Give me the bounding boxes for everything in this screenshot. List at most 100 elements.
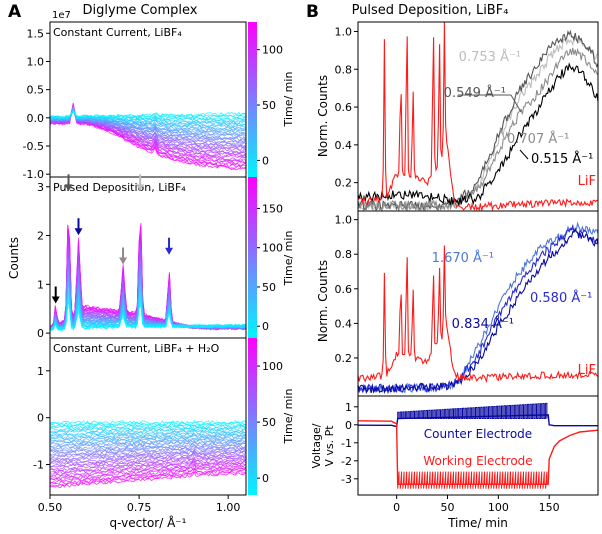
a1-ytick-label-1: -0.5 xyxy=(23,140,44,153)
b1-label-0753: 0.753 Å⁻¹ xyxy=(459,49,521,65)
b3-ylabel-1: Voltage/ xyxy=(310,423,323,468)
b1-ytick-label-2: 0.6 xyxy=(335,101,353,114)
b2-label-0580: 0.580 Å⁻¹ xyxy=(530,290,592,306)
b1-leader-0549b xyxy=(510,94,522,113)
b1-label-0515: 0.515 Å⁻¹ xyxy=(531,151,593,167)
a1-scale-label: 1e7 xyxy=(52,10,71,21)
a3-xtick-label-2: 1.00 xyxy=(216,501,241,514)
a3-curve-0 xyxy=(49,419,247,425)
a3-curve-20 xyxy=(49,446,247,457)
a3-curve-27 xyxy=(49,455,247,468)
a2-cbtick-label-3: 150 xyxy=(262,202,283,215)
b3-ytick-label-4: 1 xyxy=(345,401,352,414)
a3-curve-12 xyxy=(49,436,247,444)
b3-ytick-label-3: 0 xyxy=(345,419,352,432)
a3-ytick-label-1: 0 xyxy=(37,412,44,425)
b1-series-4 xyxy=(357,21,599,212)
a1-curve-32 xyxy=(49,106,247,161)
a1-curve-8 xyxy=(49,109,247,127)
a3-curve-17 xyxy=(49,442,247,453)
b3-ytick-label-2: -1 xyxy=(341,437,352,450)
a1-colorbar-label: Time/ min xyxy=(282,72,295,128)
panel-a1: Constant Current, LiBF₄ 1e7 -1.0 -0.5 0.0 0… xyxy=(23,10,295,181)
b2-plot-area xyxy=(357,221,599,395)
b2-ytick-label-1: 0.4 xyxy=(335,317,353,330)
b1-ylabel: Norm. Counts xyxy=(316,75,330,157)
a3-curve-24 xyxy=(49,451,247,464)
panel-a2: Pulsed Deposition, LiBF₄ 0 1 2 3 Counts 0 50… xyxy=(7,174,295,340)
panel-b2: 0.2 0.4 0.6 0.8 1.0 Norm. Counts 1.670 Å⁻¹ 0… xyxy=(316,210,599,397)
a3-curve-28 xyxy=(49,457,247,471)
a3-curve-9 xyxy=(49,431,247,440)
a3-curve-13 xyxy=(49,437,247,446)
a2-ylabel: Counts xyxy=(7,237,21,279)
a3-curve-3 xyxy=(49,424,247,430)
b2-series-0 xyxy=(357,221,599,394)
b1-label-lif: LiF xyxy=(578,174,596,189)
a1-ytick-label-5: 1.5 xyxy=(27,27,45,40)
a3-curve-11 xyxy=(49,434,247,443)
b3-xtick-label-1: 50 xyxy=(440,501,454,514)
a2-arrow-head-5 xyxy=(165,247,174,255)
panel-a-letter: A xyxy=(8,2,22,22)
b3-ylabel-2: V vs. Pt xyxy=(323,425,336,467)
a3-curve-10 xyxy=(49,433,247,441)
a1-cbtick-label-1: 50 xyxy=(262,99,276,112)
b3-counter-pulses xyxy=(397,402,548,419)
a1-cbtick-label-0: 0 xyxy=(262,154,269,167)
b2-ytick-label-0: 0.2 xyxy=(335,352,353,365)
a3-plot-area xyxy=(49,419,247,489)
a1-curve-0 xyxy=(49,109,247,119)
a3-x-axis: 0.50 0.75 1.00 xyxy=(38,495,241,514)
a3-curve-6 xyxy=(49,427,247,435)
a3-y-axis: -1 0 1 xyxy=(33,365,50,472)
b1-plot-area xyxy=(357,21,599,212)
panel-b1: 0.2 0.4 0.6 0.8 1.0 Norm. Counts 0.753 Å⁻¹ 0… xyxy=(316,21,599,212)
b3-label-working: Working Electrode xyxy=(423,454,532,468)
a2-ytick-label-3: 3 xyxy=(37,181,44,194)
a3-curve-25 xyxy=(49,452,247,466)
a3-curve-22 xyxy=(49,449,247,461)
b3-plot-area xyxy=(357,402,599,489)
b2-ytick-label-2: 0.6 xyxy=(335,283,353,296)
a2-curve-0 xyxy=(49,304,247,331)
b2-label-0834: 0.834 Å⁻¹ xyxy=(452,316,514,332)
a1-colorbar xyxy=(248,22,257,177)
b3-label-counter: Counter Electrode xyxy=(424,427,532,441)
a2-curve-2 xyxy=(49,301,247,331)
b3-xtick-label-3: 150 xyxy=(539,501,560,514)
b1-series-2 xyxy=(357,47,599,211)
a2-y-axis: 0 1 2 3 xyxy=(37,181,50,340)
panel-b-letter: B xyxy=(306,2,319,22)
a1-plot-area xyxy=(49,102,247,171)
b2-ytick-label-4: 1.0 xyxy=(335,214,353,227)
b2-series-1 xyxy=(357,223,599,395)
a2-arrow-head-0 xyxy=(51,296,60,304)
a3-xlabel: q-vector/ Å⁻¹ xyxy=(110,515,187,530)
a2-label: Pulsed Deposition, LiBF₄ xyxy=(53,181,186,194)
a3-ytick-label-0: -1 xyxy=(33,459,44,472)
b3-series-0 xyxy=(357,414,598,428)
b1-label-0549: 0.549 Å⁻¹ xyxy=(444,85,506,101)
a2-plot-area xyxy=(49,223,247,331)
a2-arrow-head-4 xyxy=(136,184,145,192)
a3-curve-32 xyxy=(49,460,247,477)
b2-ylabel: Norm. Counts xyxy=(316,260,330,342)
b3-xtick-label-0: 0 xyxy=(393,501,400,514)
a3-curve-14 xyxy=(49,438,247,448)
b2-ytick-label-3: 0.8 xyxy=(335,248,353,261)
a1-colorbar-ticks: 0 50 100 xyxy=(257,44,283,167)
a3-curve-23 xyxy=(49,448,247,463)
a3-ytick-label-2: 1 xyxy=(37,365,44,378)
a2-arrow-head-3 xyxy=(119,257,128,265)
a2-ytick-label-2: 2 xyxy=(37,230,44,243)
b2-label-1670: 1.670 Å⁻¹ xyxy=(432,250,494,266)
panel-a3: Constant Current, LiBF₄ + H₂O -101 0.50 0… xyxy=(33,337,295,530)
a1-curve-24 xyxy=(49,105,247,149)
b1-ytick-label-1: 0.4 xyxy=(335,139,353,152)
b1-ytick-label-4: 1.0 xyxy=(335,25,353,38)
a3-cbtick-label-2: 100 xyxy=(262,360,283,373)
a1-curve-16 xyxy=(49,106,247,139)
panel-b3: -3 -2 -1 0 1 0 50 100 150 Voltage/ V vs. Pt Cou… xyxy=(310,395,599,530)
